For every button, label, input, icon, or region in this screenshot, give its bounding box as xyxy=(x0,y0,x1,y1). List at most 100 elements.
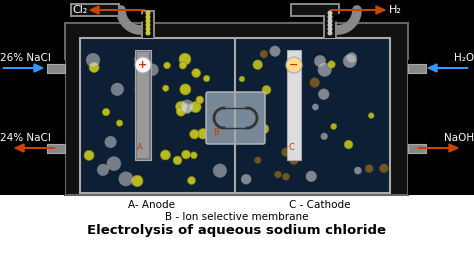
Circle shape xyxy=(175,101,187,112)
Circle shape xyxy=(289,155,299,165)
Text: C: C xyxy=(289,143,295,152)
Circle shape xyxy=(117,120,123,126)
Circle shape xyxy=(190,129,199,139)
Circle shape xyxy=(196,96,204,104)
Circle shape xyxy=(331,123,337,129)
Text: H₂: H₂ xyxy=(389,5,402,15)
Circle shape xyxy=(146,23,151,27)
Circle shape xyxy=(176,107,186,116)
Bar xyxy=(47,144,65,153)
Circle shape xyxy=(255,157,261,163)
Text: 26% NaCl: 26% NaCl xyxy=(0,53,51,63)
Circle shape xyxy=(282,148,290,157)
Text: B: B xyxy=(213,128,219,137)
Circle shape xyxy=(321,133,328,140)
Circle shape xyxy=(160,150,171,160)
Circle shape xyxy=(328,23,332,27)
Bar xyxy=(72,5,118,15)
FancyArrow shape xyxy=(418,144,458,152)
Bar xyxy=(143,12,153,38)
Bar xyxy=(408,60,474,195)
Circle shape xyxy=(132,175,143,187)
Bar xyxy=(137,52,149,158)
Circle shape xyxy=(134,55,143,64)
Circle shape xyxy=(111,83,124,96)
Circle shape xyxy=(119,172,133,186)
Circle shape xyxy=(146,14,151,20)
Circle shape xyxy=(274,171,282,178)
Circle shape xyxy=(180,84,191,95)
Text: −: − xyxy=(289,60,299,70)
Circle shape xyxy=(198,129,208,139)
Circle shape xyxy=(89,62,99,73)
Bar xyxy=(135,50,151,160)
Circle shape xyxy=(283,173,290,180)
Bar xyxy=(70,3,120,17)
Circle shape xyxy=(84,150,94,160)
Circle shape xyxy=(173,156,182,165)
Circle shape xyxy=(379,164,388,173)
Circle shape xyxy=(290,56,299,65)
FancyArrow shape xyxy=(428,64,468,72)
Text: Cl₂: Cl₂ xyxy=(73,5,88,15)
Text: C - Cathode: C - Cathode xyxy=(289,200,351,210)
Text: NaOH: NaOH xyxy=(444,133,474,143)
FancyBboxPatch shape xyxy=(206,92,265,144)
Circle shape xyxy=(241,174,251,184)
Circle shape xyxy=(190,101,201,113)
Circle shape xyxy=(328,26,332,32)
Circle shape xyxy=(319,89,329,100)
Circle shape xyxy=(191,152,197,159)
Text: +: + xyxy=(138,60,147,70)
Circle shape xyxy=(179,62,186,69)
FancyArrow shape xyxy=(330,6,385,14)
Bar xyxy=(408,64,426,73)
Circle shape xyxy=(318,63,331,76)
Circle shape xyxy=(344,140,353,149)
Circle shape xyxy=(310,78,319,87)
Circle shape xyxy=(146,30,151,36)
Bar xyxy=(65,23,408,195)
Circle shape xyxy=(146,11,151,16)
Circle shape xyxy=(182,150,191,159)
Circle shape xyxy=(182,104,192,114)
Circle shape xyxy=(328,30,332,36)
Circle shape xyxy=(146,26,151,32)
Circle shape xyxy=(286,57,302,73)
Circle shape xyxy=(259,124,269,134)
Circle shape xyxy=(203,75,210,82)
Circle shape xyxy=(260,50,268,58)
Text: A: A xyxy=(137,143,143,152)
Bar xyxy=(323,10,337,38)
Circle shape xyxy=(97,164,109,176)
Circle shape xyxy=(239,76,245,82)
FancyArrow shape xyxy=(15,144,55,152)
Circle shape xyxy=(312,104,319,110)
Circle shape xyxy=(146,18,151,23)
Circle shape xyxy=(354,167,361,174)
Circle shape xyxy=(135,82,148,95)
Circle shape xyxy=(86,53,100,67)
Circle shape xyxy=(192,69,201,78)
Circle shape xyxy=(181,100,194,113)
Circle shape xyxy=(135,57,151,73)
Bar xyxy=(287,50,301,160)
Circle shape xyxy=(328,14,332,20)
Circle shape xyxy=(107,157,121,171)
Circle shape xyxy=(343,54,356,68)
Bar xyxy=(290,3,340,17)
Circle shape xyxy=(314,55,326,67)
Circle shape xyxy=(328,18,332,23)
Circle shape xyxy=(105,136,116,148)
Circle shape xyxy=(179,53,191,65)
Circle shape xyxy=(328,61,335,68)
Text: Electrolysis of aqueous sodium chloride: Electrolysis of aqueous sodium chloride xyxy=(88,224,386,237)
Bar xyxy=(47,64,65,73)
Bar xyxy=(141,10,155,38)
Circle shape xyxy=(146,64,158,76)
Circle shape xyxy=(368,113,374,119)
Circle shape xyxy=(328,11,332,16)
FancyArrow shape xyxy=(90,6,145,14)
Bar xyxy=(292,5,338,15)
Text: B - Ion selective membrane: B - Ion selective membrane xyxy=(165,212,309,222)
